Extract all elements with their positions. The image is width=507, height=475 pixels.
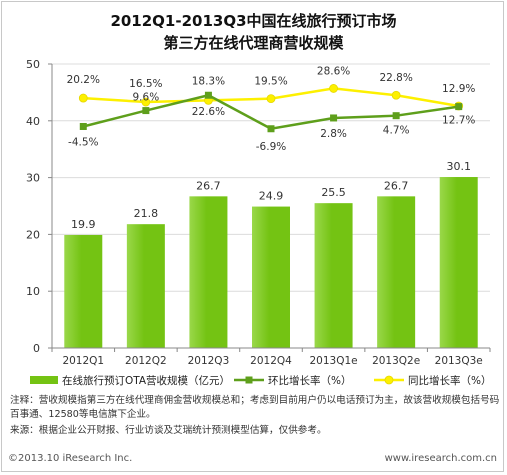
qoq-marker bbox=[455, 103, 463, 111]
y-tick-label: 50 bbox=[26, 58, 40, 71]
legend-qoq-marker bbox=[245, 376, 253, 384]
legend-bar-label: 在线旅行预订OTA营收规模（亿元） bbox=[62, 374, 230, 387]
line-series: 20.2% 16.5% 18.3% 19.5% 28.6% 22.8% 12.9% -4.5%… bbox=[67, 65, 476, 152]
yoy-marker bbox=[391, 90, 401, 100]
bar-value-label: 21.8 bbox=[134, 207, 159, 220]
bar bbox=[189, 196, 228, 348]
y-tick-label: 20 bbox=[26, 228, 40, 241]
x-tick-label: 2013Q2e bbox=[372, 355, 420, 367]
yoy-data-label: 16.5% bbox=[129, 78, 162, 90]
legend-bar-swatch bbox=[30, 376, 58, 384]
qoq-marker bbox=[79, 122, 87, 130]
chart-svg: 0 10 20 30 40 50 19.9 21.8 26.7 24.9 25.5 26.7 30.1… bbox=[26, 58, 491, 387]
bar-series: 19.9 21.8 26.7 24.9 25.5 26.7 30.1 bbox=[64, 160, 478, 348]
bar bbox=[439, 177, 478, 348]
qoq-marker bbox=[392, 112, 400, 120]
yoy-data-label: 22.8% bbox=[379, 72, 412, 84]
qoq-data-label: 22.6% bbox=[192, 106, 225, 118]
y-tick-label: 10 bbox=[26, 285, 40, 298]
bar-value-label: 24.9 bbox=[259, 190, 284, 203]
gridlines bbox=[52, 63, 490, 292]
bar-value-label: 30.1 bbox=[446, 160, 471, 173]
y-axis: 0 10 20 30 40 50 bbox=[26, 58, 53, 355]
yoy-marker bbox=[266, 94, 276, 104]
yoy-data-label: 28.6% bbox=[317, 65, 350, 77]
qoq-data-label: 4.7% bbox=[383, 125, 410, 137]
qoq-data-label: 9.6% bbox=[133, 92, 160, 104]
x-tick-label: 2012Q4 bbox=[250, 355, 292, 367]
yoy-data-label: 20.2% bbox=[67, 74, 100, 86]
yoy-marker bbox=[141, 97, 151, 107]
x-tick-label: 2012Q2 bbox=[125, 355, 167, 367]
bar bbox=[314, 203, 353, 348]
qoq-marker bbox=[330, 114, 338, 122]
x-tick-label: 2013Q3e bbox=[435, 355, 483, 367]
chart-note: 注释：营收规模指第三方在线代理商佣金营收规模总和；考虑到目前用户仍以电话预订为主… bbox=[10, 395, 500, 420]
qoq-marker bbox=[267, 125, 275, 133]
x-tick-label: 2013Q1e bbox=[310, 355, 358, 367]
qoq-marker bbox=[142, 107, 150, 115]
yoy-data-label: 19.5% bbox=[254, 76, 287, 88]
legend-yoy-label: 同比增长率（%） bbox=[408, 374, 491, 387]
chart-subtitle: 第三方在线代理商营收规模 bbox=[163, 34, 344, 52]
y-tick-label: 0 bbox=[33, 342, 40, 355]
yoy-marker bbox=[329, 84, 338, 93]
bar bbox=[377, 196, 416, 348]
bar bbox=[252, 206, 290, 348]
y-tick-label: 40 bbox=[26, 115, 40, 128]
legend-yoy-marker bbox=[384, 375, 394, 385]
qoq-data-label: -6.9% bbox=[256, 141, 286, 153]
yoy-marker bbox=[78, 93, 88, 103]
y-tick-label: 30 bbox=[26, 172, 40, 185]
legend-qoq-label: 环比增长率（%） bbox=[268, 374, 351, 387]
website-text: www.iresearch.com.cn bbox=[384, 453, 497, 464]
legend: 在线旅行预订OTA营收规模（亿元） 环比增长率（%） 同比增长率（%） bbox=[30, 374, 491, 387]
qoq-data-label: -4.5% bbox=[68, 136, 98, 148]
chart-source: 来源：根据企业公开财报、行业访谈及艾瑞统计预测模型估算，仅供参考。 bbox=[10, 425, 327, 436]
x-tick-label: 2012Q3 bbox=[188, 355, 230, 367]
bar-value-label: 26.7 bbox=[384, 179, 409, 192]
qoq-marker bbox=[204, 91, 212, 99]
bar bbox=[64, 234, 103, 348]
yoy-data-label: 18.3% bbox=[192, 75, 225, 87]
chart-title: 2012Q1-2013Q3中国在线旅行预订市场 bbox=[110, 12, 397, 30]
bar bbox=[126, 224, 165, 348]
bar-value-label: 19.9 bbox=[71, 218, 96, 231]
x-axis: 2012Q1 2012Q2 2012Q3 2012Q4 2013Q1e 2013Q2e 20… bbox=[51, 347, 491, 367]
qoq-data-label: 2.8% bbox=[320, 128, 347, 140]
bar-value-label: 26.7 bbox=[196, 179, 221, 192]
qoq-data-label: 12.7% bbox=[442, 115, 475, 127]
copyright-text: ©2013.10 iResearch Inc. bbox=[8, 453, 133, 464]
yoy-data-label: 12.9% bbox=[442, 83, 475, 95]
x-tick-label: 2012Q1 bbox=[62, 355, 104, 367]
bar-value-label: 25.5 bbox=[321, 186, 346, 199]
